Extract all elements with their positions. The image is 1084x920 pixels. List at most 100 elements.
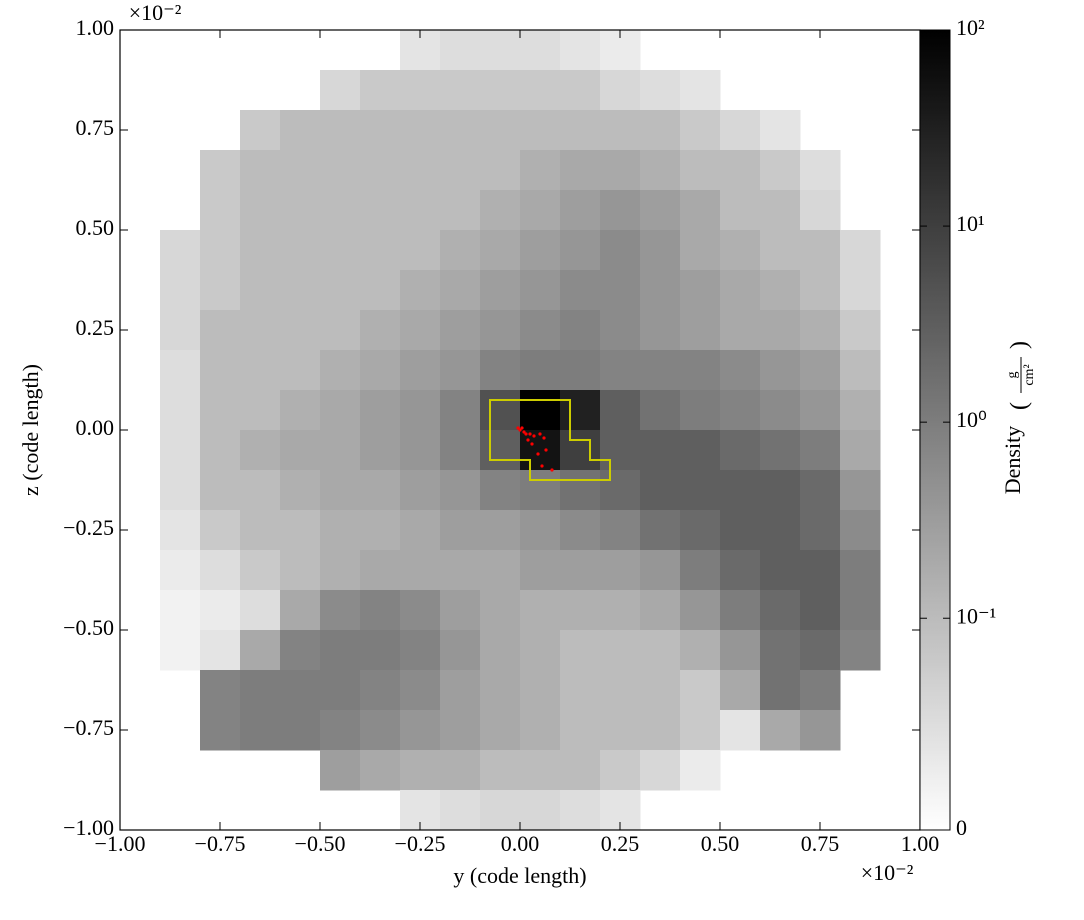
particle [538,432,542,436]
heatmap-cell [520,670,561,711]
heatmap-cell [240,590,281,631]
heatmap-cell [160,430,201,471]
heatmap-cell [640,230,681,271]
heatmap-cell [760,110,801,151]
heatmap-cell [840,630,881,671]
heatmap-cell [320,310,361,351]
heatmap-cell [840,350,881,391]
heatmap-cell [440,710,481,751]
heatmap-cell [720,550,761,591]
heatmap-cell [800,670,841,711]
heatmap-cell [720,510,761,551]
heatmap-cell [560,30,601,71]
heatmap-cell [520,310,561,351]
paren: ( [1007,402,1033,410]
heatmap-cell [240,230,281,271]
heatmap-cell [720,110,761,151]
heatmap-cell [400,670,441,711]
particle [530,442,534,446]
heatmap-cell [760,710,801,751]
heatmap-cell [680,270,721,311]
y-tick-label: −0.50 [63,615,114,640]
heatmap-cell [520,470,561,511]
heatmap-cell [640,390,681,431]
heatmap-cell [720,270,761,311]
y-tick-label: −1.00 [63,815,114,840]
heatmap-cell [680,110,721,151]
particle [524,432,528,436]
heatmap-cell [200,310,241,351]
heatmap-cell [720,710,761,751]
heatmap-cell [680,710,721,751]
heatmap-cell [240,270,281,311]
heatmap-cell [840,270,881,311]
heatmap-cell [400,110,441,151]
heatmap-cell [240,470,281,511]
heatmap-cell [720,150,761,191]
heatmap-cell [320,350,361,391]
heatmap-cell [200,590,241,631]
heatmap-cell [160,470,201,511]
heatmap-cell [760,590,801,631]
particle [516,426,520,430]
heatmap-cell [680,70,721,111]
heatmap-cell [520,390,561,431]
heatmap-cell [440,310,481,351]
heatmap-cell [640,630,681,671]
heatmap-cell [320,710,361,751]
heatmap-cell [560,110,601,151]
heatmap-cell [160,590,201,631]
heatmap-cell [440,70,481,111]
heatmap-cell [680,470,721,511]
heatmap-cell [640,710,681,751]
y-tick-label: −0.75 [63,715,114,740]
heatmap-cell [760,190,801,231]
heatmap-cell [600,310,641,351]
heatmap-cell [680,230,721,271]
heatmap-cell [240,110,281,151]
heatmap-cell [400,150,441,191]
heatmap-cell [480,550,521,591]
heatmap-cell [800,310,841,351]
contour [489,399,611,481]
heatmap-cell [720,470,761,511]
heatmap-cell [480,430,521,471]
heatmap-cell [320,70,361,111]
heatmap-cell [560,670,601,711]
x-axis-label: y (code length) [453,863,586,888]
heatmap-cell [720,590,761,631]
heatmap-cell [280,310,321,351]
x-tick-label: 0.25 [601,831,640,856]
heatmap-cell [400,70,441,111]
particle [544,448,548,452]
y-tick-label: 0.00 [76,415,115,440]
heatmap-cell [800,270,841,311]
heatmap-cell [280,670,321,711]
heatmap-cell [480,590,521,631]
particle [528,432,532,436]
heatmap-cell [280,510,321,551]
heatmap-cell [200,430,241,471]
heatmap-cell [640,110,681,151]
heatmap-cell [680,670,721,711]
heatmap-cell [320,390,361,431]
heatmap-cell [680,310,721,351]
heatmap-cell [280,390,321,431]
heatmap-cell [440,110,481,151]
x-tick-label: 0.00 [501,831,540,856]
heatmap-cell [360,630,401,671]
heatmap-cell [560,430,601,471]
heatmap-cell [200,510,241,551]
heatmap-cell [440,270,481,311]
heatmap-cell [280,630,321,671]
heatmap-cell [440,430,481,471]
heatmap-cell [200,670,241,711]
heatmap-cell [680,750,721,791]
heatmap-cell [480,670,521,711]
heatmap-cell [720,310,761,351]
heatmap-cell [200,270,241,311]
heatmap-cell [640,70,681,111]
heatmap-cell [840,550,881,591]
heatmap-cell [440,390,481,431]
